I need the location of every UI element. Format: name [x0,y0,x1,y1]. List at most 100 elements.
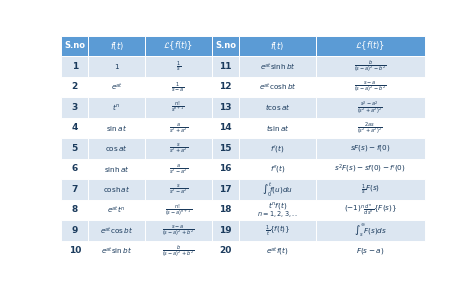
Text: 6: 6 [72,164,78,173]
Text: 20: 20 [219,246,232,255]
Text: 9: 9 [72,226,78,235]
Bar [316,77,425,97]
Text: 1: 1 [72,62,78,71]
Text: $\frac{1}{s}$: $\frac{1}{s}$ [176,60,181,73]
Text: $e^{at}t^n$: $e^{at}t^n$ [108,204,126,216]
Bar [88,77,145,97]
Text: $\frac{1}{t}\{f(t)\}$: $\frac{1}{t}\{f(t)\}$ [264,223,290,238]
Bar [145,179,212,200]
Bar [88,179,145,200]
Text: 7: 7 [72,185,78,194]
Text: $t^n$: $t^n$ [112,103,121,113]
Text: $f(t)$: $f(t)$ [271,40,284,52]
Bar [239,77,316,97]
Bar [316,56,425,77]
Text: $\cosh at$: $\cosh at$ [103,184,130,194]
Bar [145,118,212,138]
Text: $\frac{1}{s}F(s)$: $\frac{1}{s}F(s)$ [361,183,380,196]
Text: $\int_s^{\infty}\!F(s)ds$: $\int_s^{\infty}\!F(s)ds$ [354,222,387,239]
Bar [61,118,88,138]
Bar [88,56,145,77]
Text: 5: 5 [72,144,78,153]
Bar [145,159,212,179]
Text: $e^{at}\sin bt$: $e^{at}\sin bt$ [101,245,132,256]
Bar [61,200,88,220]
Text: 4: 4 [72,123,78,133]
Text: $\frac{b}{(s-a)^2+b^2}$: $\frac{b}{(s-a)^2+b^2}$ [162,243,195,259]
Text: $e^{at}f(t)$: $e^{at}f(t)$ [266,245,289,257]
Bar [212,179,239,200]
Bar [61,159,88,179]
Text: 14: 14 [219,123,232,133]
Text: 15: 15 [219,144,232,153]
Text: $e^{at}$: $e^{at}$ [110,81,123,93]
Bar [88,200,145,220]
Text: $\frac{b}{(s-a)^2-b^2}$: $\frac{b}{(s-a)^2-b^2}$ [354,59,386,74]
Text: 10: 10 [69,246,81,255]
Text: $\frac{2as}{(s^2+a^2)^2}$: $\frac{2as}{(s^2+a^2)^2}$ [357,120,383,136]
Bar [212,77,239,97]
Text: $\frac{a}{s^2-a^2}$: $\frac{a}{s^2-a^2}$ [169,162,188,176]
Bar [316,179,425,200]
Bar [61,241,88,261]
Bar [212,97,239,118]
Bar [316,220,425,241]
Text: $n=1,2,3,..$: $n=1,2,3,..$ [257,209,298,219]
Bar [239,220,316,241]
Bar [316,118,425,138]
Bar [61,97,88,118]
Bar [145,36,212,56]
Text: $f(t)$: $f(t)$ [109,40,124,52]
Text: $\frac{s-a}{(s-a)^2-b^2}$: $\frac{s-a}{(s-a)^2-b^2}$ [354,80,386,94]
Text: $s^2F(s)-sf(0)-f'(0)$: $s^2F(s)-sf(0)-f'(0)$ [334,163,406,175]
Text: 17: 17 [219,185,232,194]
Bar [239,179,316,200]
Bar [239,138,316,159]
Text: 16: 16 [219,164,232,173]
Bar [61,36,88,56]
Bar [145,97,212,118]
Text: $\mathcal{L}\{f(t)\}$: $\mathcal{L}\{f(t)\}$ [163,40,193,52]
Text: $\frac{s}{s^2-a^2}$: $\frac{s}{s^2-a^2}$ [169,183,188,196]
Bar [212,159,239,179]
Bar [212,56,239,77]
Bar [61,77,88,97]
Bar [88,36,145,56]
Bar [88,118,145,138]
Text: $t\sin at$: $t\sin at$ [265,123,290,133]
Text: 11: 11 [219,62,232,71]
Text: $\int_0^t\! f(u)du$: $\int_0^t\! f(u)du$ [262,180,293,198]
Text: $t\cos at$: $t\cos at$ [264,103,291,113]
Bar [88,159,145,179]
Text: 3: 3 [72,103,78,112]
Bar [145,56,212,77]
Bar [145,77,212,97]
Bar [212,138,239,159]
Text: $\mathcal{L}\{f(t)\}$: $\mathcal{L}\{f(t)\}$ [355,40,385,52]
Bar [239,159,316,179]
Bar [88,138,145,159]
Text: $e^{at}\sinh bt$: $e^{at}\sinh bt$ [260,61,295,72]
Bar [61,179,88,200]
Bar [212,241,239,261]
Text: $e^{at}\cosh bt$: $e^{at}\cosh bt$ [259,81,296,93]
Text: $e^{at}\cos bt$: $e^{at}\cos bt$ [100,225,133,236]
Text: S.no: S.no [215,41,236,51]
Text: $\frac{a}{s^2+a^2}$: $\frac{a}{s^2+a^2}$ [169,121,188,135]
Text: $f''(t)$: $f''(t)$ [270,163,285,174]
Bar [316,36,425,56]
Text: 8: 8 [72,206,78,214]
Bar [88,241,145,261]
Text: $1$: $1$ [114,62,119,71]
Text: $(-1)^n\frac{d^n}{ds^n}\{F(s)\}$: $(-1)^n\frac{d^n}{ds^n}\{F(s)\}$ [344,203,397,217]
Text: $\frac{n!}{(s-a)^{n+1}}$: $\frac{n!}{(s-a)^{n+1}}$ [165,202,192,218]
Bar [88,220,145,241]
Bar [212,200,239,220]
Text: $\frac{s-a}{(s-a)^2+b^2}$: $\frac{s-a}{(s-a)^2+b^2}$ [162,223,195,238]
Text: 18: 18 [219,206,232,214]
Bar [316,138,425,159]
Bar [61,220,88,241]
Bar [145,241,212,261]
Bar [145,220,212,241]
Bar [61,138,88,159]
